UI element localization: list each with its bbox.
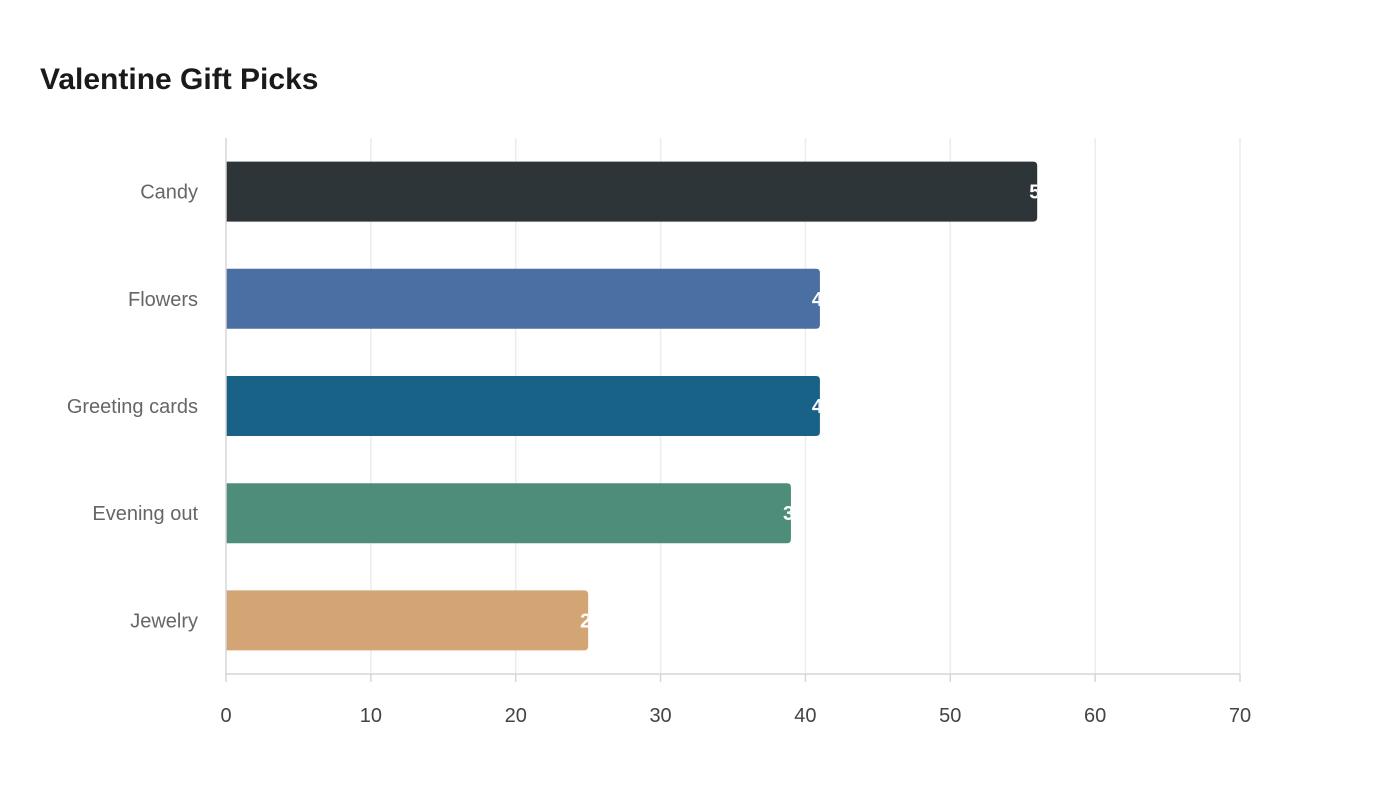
axes [225, 138, 1241, 682]
x-tick-label: 70 [1229, 705, 1251, 727]
category-label: Evening out [92, 503, 198, 525]
category-label: Greeting cards [67, 396, 198, 418]
x-tick-label: 60 [1084, 705, 1106, 727]
data-label: 39 [783, 503, 805, 525]
category-label: Candy [140, 182, 198, 204]
bar [226, 161, 1038, 222]
bars [226, 161, 1038, 651]
chart-title: Valentine Gift Picks [40, 63, 319, 96]
category-label: Jewelry [130, 610, 198, 632]
data-label: 41 [812, 396, 834, 418]
data-label: 41 [812, 289, 834, 311]
x-tick-label: 0 [220, 705, 231, 727]
x-tick-label: 40 [794, 705, 816, 727]
x-tick-label: 50 [939, 705, 961, 727]
category-label: Flowers [128, 289, 198, 311]
x-tick-label: 10 [360, 705, 382, 727]
x-tick-label: 30 [649, 705, 671, 727]
bar [226, 483, 791, 544]
x-tick-label: 20 [505, 705, 527, 727]
labels: 0 10 20 30 40 50 60 70 Candy 56 Flowers 41 Greeting … [67, 182, 1251, 727]
bar [226, 376, 820, 436]
bar [226, 268, 820, 329]
data-label: 56 [1029, 182, 1051, 204]
bar [226, 590, 589, 651]
data-label: 25 [580, 610, 602, 632]
